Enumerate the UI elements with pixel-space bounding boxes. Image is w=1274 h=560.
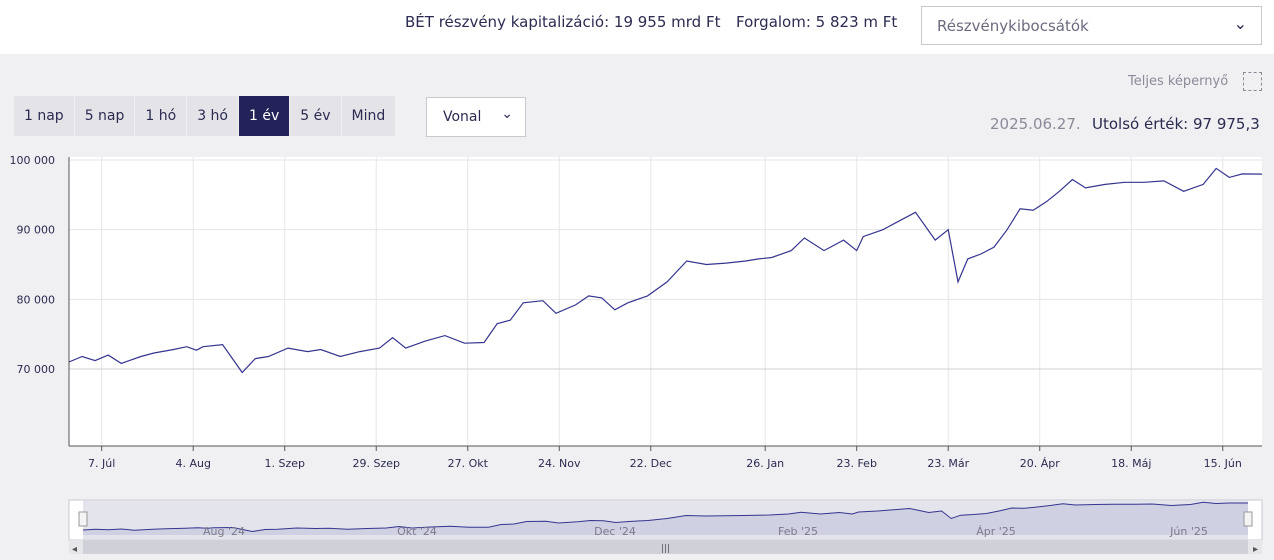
last-date: 2025.06.27.	[990, 115, 1081, 133]
range-all-button[interactable]: Mind	[341, 96, 397, 136]
navigator-label: Dec '24	[594, 525, 636, 538]
chart-type-value: Vonal	[443, 109, 482, 125]
x-tick-label: 26. Jan	[746, 457, 784, 470]
range-1-year-button[interactable]: 1 év	[239, 96, 291, 136]
navigator-label: Okt '24	[397, 525, 437, 538]
plot-background	[69, 157, 1262, 446]
x-tick-label: 29. Szep	[352, 457, 400, 470]
navigator-label: Aug '24	[203, 525, 245, 538]
range-5-day-button[interactable]: 5 nap	[74, 96, 136, 136]
top-bar: BÉT részvény kapitalizáció: 19 955 mrd F…	[0, 0, 1274, 54]
scrollbar-thumb[interactable]	[83, 540, 1248, 554]
issuer-select-value: Részvénykibocsátók	[937, 17, 1089, 35]
range-1-day-button[interactable]: 1 nap	[14, 96, 75, 136]
x-tick-label: 4. Aug	[175, 457, 210, 470]
x-tick-label: 22. Dec	[630, 457, 672, 470]
y-tick-label: 80 000	[17, 293, 56, 306]
last-value: Utolsó érték: 97 975,3	[1092, 115, 1260, 133]
x-tick-label: 24. Nov	[538, 457, 581, 470]
navigator-area	[83, 502, 1248, 535]
range-navigator[interactable]: Aug '24 Okt '24 Dec '24 Feb '25 Ápr '25 Jún '…	[0, 495, 1274, 560]
scrollbar-grip-icon[interactable]: |||	[661, 544, 670, 554]
turnover: Forgalom: 5 823 m Ft	[736, 13, 898, 31]
x-tick-label: 23. Feb	[836, 457, 876, 470]
x-tick-label: 18. Máj	[1111, 457, 1151, 470]
navigator-label: Feb '25	[778, 525, 818, 538]
chevron-down-icon: ⌄	[501, 106, 513, 122]
navigator-line	[82, 501, 1248, 533]
x-tick-label: 27. Okt	[448, 457, 489, 470]
scroll-right-arrow-icon[interactable]: ▸	[1253, 544, 1258, 555]
issuer-select[interactable]: Részvénykibocsátók ⌄	[921, 6, 1262, 45]
navigator-label: Jún '25	[1169, 525, 1208, 538]
chevron-down-icon: ⌄	[1233, 14, 1247, 33]
x-tick-label: 23. Már	[927, 457, 969, 470]
series-line	[68, 167, 1263, 374]
y-tick-label: 70 000	[17, 363, 56, 376]
range-3-month-button[interactable]: 3 hó	[187, 96, 239, 136]
navigator-right-handle[interactable]	[1243, 511, 1253, 527]
y-tick-label: 90 000	[17, 224, 56, 237]
range-5-year-button[interactable]: 5 év	[290, 96, 342, 136]
scroll-left-arrow-icon[interactable]: ◂	[72, 544, 77, 555]
range-1-month-button[interactable]: 1 hó	[135, 96, 188, 136]
x-tick-label: 15. Jún	[1204, 457, 1242, 470]
index-line-chart: 70 000 80 000 90 000 100 000 7. Júl 4. Aug 1.…	[10, 154, 1263, 470]
y-tick-label: 100 000	[10, 154, 56, 167]
navigator-label: Ápr '25	[976, 525, 1016, 538]
fullscreen-label[interactable]: Teljes képernyő	[1128, 74, 1229, 89]
x-tick-label: 7. Júl	[88, 457, 115, 470]
navigator-left-handle[interactable]	[78, 511, 88, 527]
fullscreen-icon[interactable]	[1243, 72, 1262, 91]
market-capitalization: BÉT részvény kapitalizáció: 19 955 mrd F…	[405, 13, 721, 31]
range-selector: 1 nap 5 nap 1 hó 3 hó 1 év 5 év Mind	[14, 96, 397, 136]
x-tick-label: 20. Ápr	[1020, 457, 1060, 470]
x-tick-label: 1. Szep	[264, 457, 305, 470]
chart-type-select[interactable]: Vonal ⌄	[426, 97, 526, 137]
